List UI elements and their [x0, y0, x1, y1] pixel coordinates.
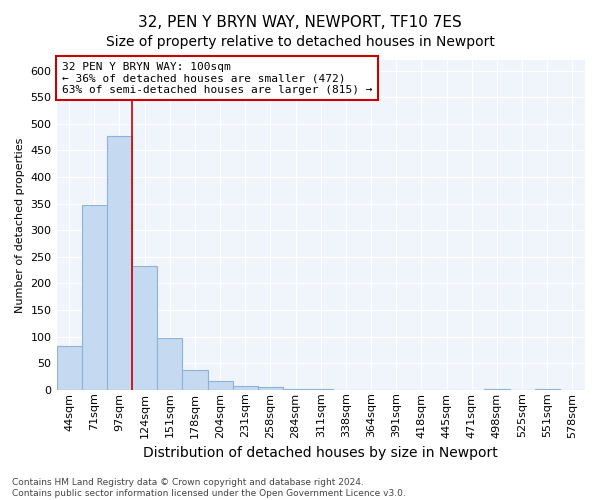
Bar [82, 205, 107, 390]
Text: Size of property relative to detached houses in Newport: Size of property relative to detached ho… [106, 35, 494, 49]
Bar [157, 338, 182, 390]
Text: 32, PEN Y BRYN WAY, NEWPORT, TF10 7ES: 32, PEN Y BRYN WAY, NEWPORT, TF10 7ES [138, 15, 462, 30]
Bar [308, 389, 334, 390]
Bar [535, 389, 560, 390]
Bar [56, 346, 82, 390]
Bar [132, 266, 157, 390]
Bar [107, 136, 132, 390]
Bar [208, 382, 233, 390]
Bar [233, 386, 258, 390]
Bar [484, 388, 509, 390]
Text: 32 PEN Y BRYN WAY: 100sqm
← 36% of detached houses are smaller (472)
63% of semi: 32 PEN Y BRYN WAY: 100sqm ← 36% of detac… [62, 62, 373, 95]
Text: Contains HM Land Registry data © Crown copyright and database right 2024.
Contai: Contains HM Land Registry data © Crown c… [12, 478, 406, 498]
X-axis label: Distribution of detached houses by size in Newport: Distribution of detached houses by size … [143, 446, 498, 460]
Bar [283, 388, 308, 390]
Bar [182, 370, 208, 390]
Bar [258, 386, 283, 390]
Y-axis label: Number of detached properties: Number of detached properties [15, 137, 25, 312]
